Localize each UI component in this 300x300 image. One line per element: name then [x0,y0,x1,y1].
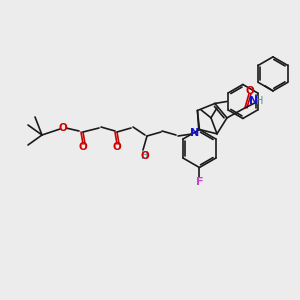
Text: O: O [112,142,122,152]
Text: O: O [79,142,87,152]
Text: O: O [58,123,68,133]
Text: H: H [141,151,149,161]
Text: F: F [196,176,203,187]
Text: N: N [190,128,200,138]
Text: O: O [140,151,149,161]
Text: N: N [249,96,259,106]
Text: O: O [246,86,254,96]
Text: H: H [256,96,264,106]
